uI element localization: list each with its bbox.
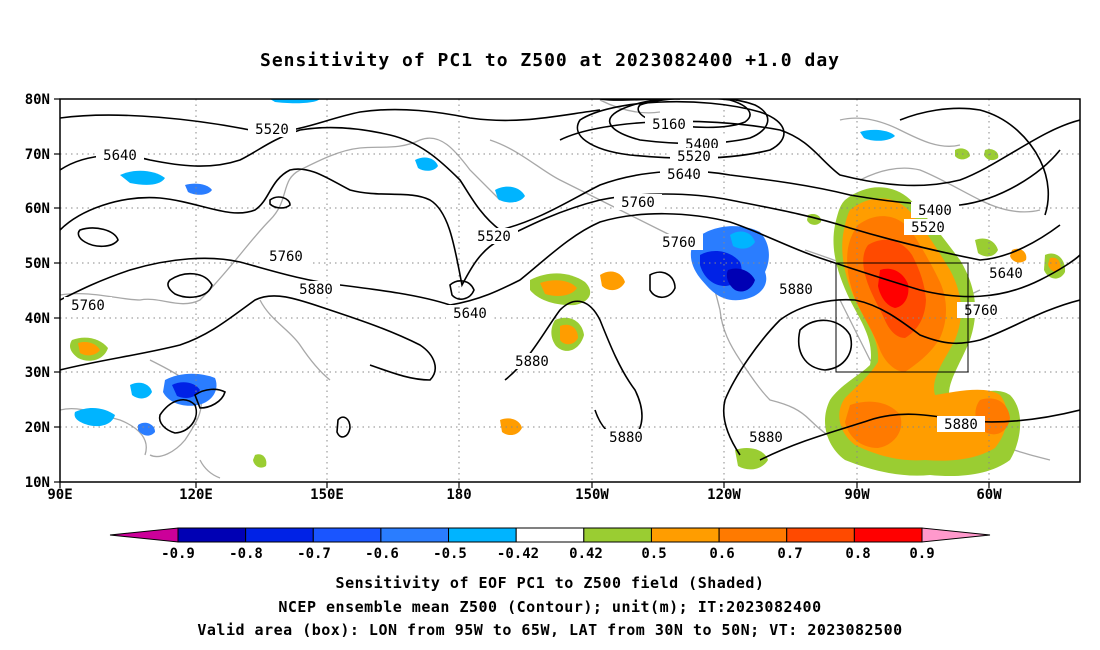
contour-label: 5760 (964, 303, 998, 319)
lat-label: 40N (25, 311, 50, 327)
colorbar-cell (853, 527, 923, 543)
lat-label: 50N (25, 256, 50, 272)
contour-label: 5760 (662, 235, 696, 251)
contour-label: 5760 (71, 298, 105, 314)
colorbar-label: -0.5 (433, 546, 467, 562)
contour-label: 5880 (944, 417, 978, 433)
z500-contours (60, 99, 1080, 461)
contour-label: 5640 (989, 266, 1023, 282)
contour-label: 5520 (477, 229, 511, 245)
map-frame (59, 98, 1081, 483)
axis-ticks (54, 98, 990, 488)
lon-label: 90E (47, 487, 72, 503)
lat-label: 20N (25, 420, 50, 436)
contour-label: 5520 (255, 122, 289, 138)
colorbar-label: 0.7 (777, 546, 802, 562)
contour-label: 5520 (677, 149, 711, 165)
caption-shaded: Sensitivity of EOF PC1 to Z500 field (Sh… (335, 574, 765, 592)
lat-label: 80N (25, 92, 50, 108)
contour-label: 5880 (609, 430, 643, 446)
lon-label: 150E (310, 487, 344, 503)
caption-contour: NCEP ensemble mean Z500 (Contour); unit(… (278, 598, 822, 616)
lat-label: 60N (25, 201, 50, 217)
colorbar-cell (380, 527, 450, 543)
colorbar-label: 0.42 (569, 546, 603, 562)
colorbar-cell (515, 527, 585, 543)
lat-label: 30N (25, 365, 50, 381)
contour-label: 5400 (918, 203, 952, 219)
colorbar: -0.9 -0.8 -0.7 -0.6 -0.5 -0.42 0.42 0.5 … (109, 527, 991, 562)
map-title: Sensitivity of PC1 to Z500 at 2023082400… (259, 50, 840, 71)
lon-label: 90W (844, 487, 870, 503)
contour-label: 5880 (779, 282, 813, 298)
contour-label: 5880 (515, 354, 549, 370)
colorbar-label: -0.8 (229, 546, 263, 562)
colorbar-label: -0.6 (365, 546, 399, 562)
contour-label: 5880 (299, 282, 333, 298)
colorbar-cell (718, 527, 788, 543)
colorbar-label: 0.5 (641, 546, 666, 562)
colorbar-label: -0.9 (161, 546, 195, 562)
contour-label: 5640 (667, 167, 701, 183)
positive-sensitivity-shading (70, 148, 1066, 477)
lat-label: 70N (25, 147, 50, 163)
colorbar-cell (448, 527, 517, 543)
valid-area-box (835, 262, 969, 373)
contour-label: 5640 (103, 148, 137, 164)
contour-label: 5520 (911, 220, 945, 236)
colorbar-label: 0.8 (845, 546, 870, 562)
colorbar-cell (650, 527, 720, 543)
lon-label: 180 (446, 487, 471, 503)
colorbar-cell (583, 527, 652, 543)
colorbar-high-extension (921, 527, 991, 543)
lat-label: 10N (25, 475, 50, 491)
contour-label: 5640 (453, 306, 487, 322)
colorbar-label: 0.9 (909, 546, 934, 562)
colorbar-low-extension (109, 527, 179, 543)
colorbar-cell (786, 527, 855, 543)
contour-label: 5760 (621, 195, 655, 211)
colorbar-label: -0.7 (297, 546, 331, 562)
colorbar-cell (245, 527, 314, 543)
contour-label: 5760 (269, 249, 303, 265)
lon-label: 120W (707, 487, 741, 503)
colorbar-cell (312, 527, 382, 543)
colorbar-label: 0.6 (709, 546, 734, 562)
contour-label: 5160 (652, 117, 686, 133)
contour-label: 5880 (749, 430, 783, 446)
colorbar-label: -0.42 (497, 546, 539, 562)
caption-valid-area: Valid area (box): LON from 95W to 65W, L… (197, 621, 903, 639)
negative-sensitivity-shading (74, 99, 895, 436)
colorbar-cell (177, 527, 247, 543)
lon-label: 120E (179, 487, 213, 503)
lon-label: 60W (976, 487, 1002, 503)
lon-label: 150W (575, 487, 609, 503)
